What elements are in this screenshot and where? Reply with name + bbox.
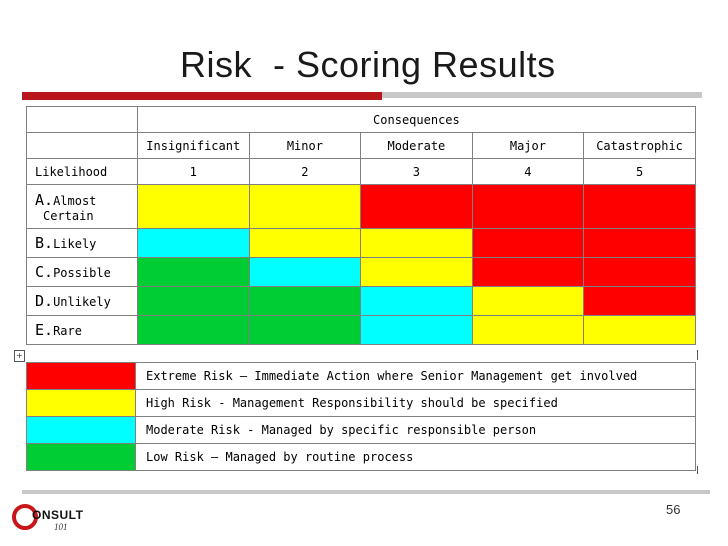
consult-logo: ONSULT 101 (10, 502, 90, 538)
legend-swatch (26, 416, 136, 444)
risk-cell (248, 228, 362, 258)
matrix-row-c: C.Possible (26, 257, 696, 287)
legend-swatch-fill (27, 363, 135, 389)
row-label-text: Almost (53, 193, 97, 208)
legend-swatch-fill (27, 444, 135, 470)
blank-header-cell (26, 132, 138, 159)
risk-cell (471, 184, 585, 229)
risk-cell (471, 228, 585, 258)
consequences-header: Consequences (136, 106, 697, 133)
risk-cell (136, 228, 250, 258)
row-label-almost-certain: A.Almost Certain (26, 184, 138, 229)
risk-matrix: Consequences Insignificant Minor Moderat… (26, 106, 697, 345)
risk-cell (583, 184, 696, 229)
legend-row-high: High Risk - Management Responsibility sh… (26, 389, 696, 417)
risk-cell (136, 286, 250, 316)
score-5: 5 (583, 158, 696, 185)
row-label-text: Likely (53, 237, 97, 251)
legend-text: Moderate Risk - Managed by specific resp… (135, 416, 696, 444)
legend-swatch (26, 362, 136, 390)
risk-cell (583, 286, 696, 316)
legend-text: Extreme Risk – Immediate Action where Se… (135, 362, 696, 390)
risk-legend: Extreme Risk – Immediate Action where Se… (26, 362, 696, 471)
row-letter: D. (35, 292, 54, 310)
row-label-likely: B.Likely (26, 228, 138, 258)
risk-cell (360, 228, 473, 258)
matrix-row-a: A.Almost Certain (26, 184, 696, 229)
matrix-row-e: E.Rare (26, 315, 696, 345)
score-4: 4 (471, 158, 585, 185)
logo-text: ONSULT (32, 508, 84, 522)
risk-cell (248, 257, 362, 287)
risk-cell (583, 257, 696, 287)
matrix-row-b: B.Likely (26, 228, 696, 258)
legend-row-extreme: Extreme Risk – Immediate Action where Se… (26, 362, 696, 390)
risk-cell (360, 257, 473, 287)
score-3: 3 (360, 158, 473, 185)
risk-cell (136, 184, 250, 229)
col-header-major: Major (471, 132, 585, 159)
row-letter: A. (35, 190, 54, 209)
logo-circle-icon (12, 504, 38, 530)
table-move-handle[interactable]: + (14, 350, 25, 362)
title-accent-bar (22, 92, 382, 100)
row-label-text: Unlikely (53, 295, 111, 309)
row-label-text-2: Certain (43, 208, 94, 223)
risk-cell (583, 315, 696, 345)
legend-swatch (26, 443, 136, 471)
matrix-row-d: D.Unlikely (26, 286, 696, 316)
legend-row-low: Low Risk – Managed by routine process (26, 443, 696, 471)
matrix-corner-cell (26, 106, 138, 133)
likelihood-label: Likelihood (26, 158, 138, 185)
row-letter: E. (35, 321, 54, 339)
row-label-text: Possible (53, 266, 111, 280)
risk-cell (471, 257, 585, 287)
col-header-insignificant: Insignificant (136, 132, 250, 159)
risk-cell (248, 286, 362, 316)
legend-text: High Risk - Management Responsibility sh… (135, 389, 696, 417)
table-edge-tick (697, 466, 698, 474)
risk-cell (248, 315, 362, 345)
row-label-possible: C.Possible (26, 257, 138, 287)
table-edge-tick (697, 350, 698, 360)
col-header-moderate: Moderate (360, 132, 473, 159)
risk-cell (360, 184, 473, 229)
score-2: 2 (248, 158, 362, 185)
row-label-unlikely: D.Unlikely (26, 286, 138, 316)
row-label-text: Rare (53, 324, 82, 338)
col-header-minor: Minor (248, 132, 362, 159)
risk-cell (136, 315, 250, 345)
score-1: 1 (136, 158, 250, 185)
row-label-rare: E.Rare (26, 315, 138, 345)
risk-cell (360, 286, 473, 316)
slide-title: Risk - Scoring Results (180, 44, 556, 85)
risk-cell (360, 315, 473, 345)
row-letter: B. (35, 234, 54, 252)
page-number: 56 (666, 502, 681, 517)
risk-cell (136, 257, 250, 287)
footer-rule (22, 490, 710, 494)
risk-cell (471, 315, 585, 345)
legend-text: Low Risk – Managed by routine process (135, 443, 696, 471)
row-letter: C. (35, 263, 54, 281)
legend-swatch (26, 389, 136, 417)
legend-swatch-fill (27, 417, 135, 443)
legend-swatch-fill (27, 390, 135, 416)
risk-cell (248, 184, 362, 229)
legend-row-moderate: Moderate Risk - Managed by specific resp… (26, 416, 696, 444)
risk-cell (471, 286, 585, 316)
risk-cell (583, 228, 696, 258)
logo-sub: 101 (54, 522, 68, 532)
col-header-catastrophic: Catastrophic (583, 132, 696, 159)
